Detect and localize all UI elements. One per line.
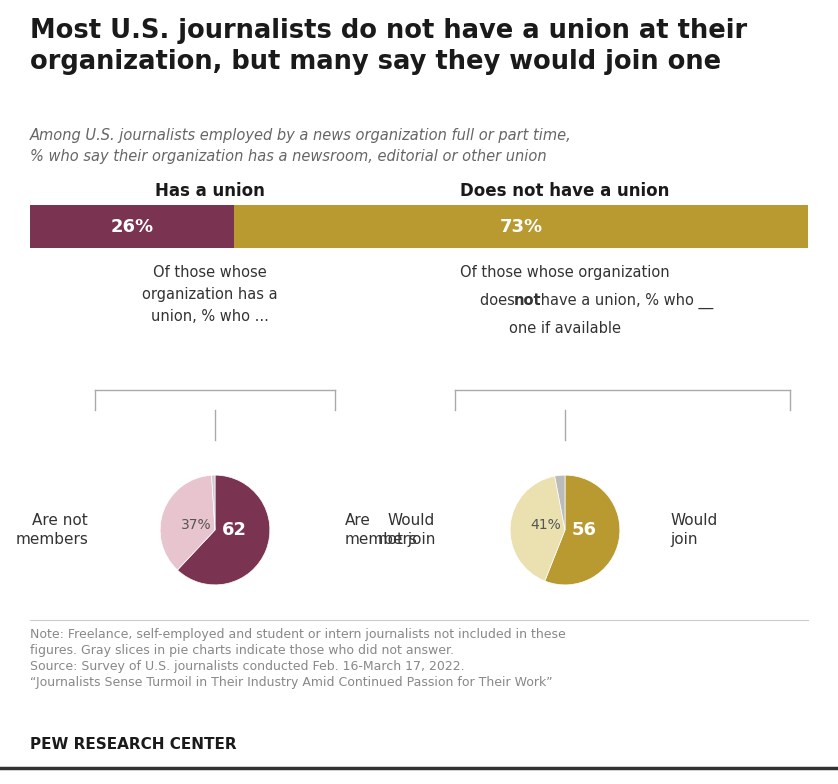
Text: figures. Gray slices in pie charts indicate those who did not answer.: figures. Gray slices in pie charts indic… [30,644,454,657]
Text: 26%: 26% [111,217,153,235]
Text: not: not [514,293,541,308]
Text: 62: 62 [222,521,246,539]
Text: Of those whose organization: Of those whose organization [460,265,670,280]
Text: Has a union: Has a union [155,182,265,200]
Bar [30,205,235,248]
Text: Would
join: Would join [670,513,717,547]
Text: one if available: one if available [509,321,621,336]
Text: Would
not join: Would not join [378,513,435,547]
Text: “Journalists Sense Turmoil in Their Industry Amid Continued Passion for Their Wo: “Journalists Sense Turmoil in Their Indu… [30,676,552,689]
Wedge shape [545,475,620,585]
Text: Are not
members: Are not members [15,513,88,547]
Wedge shape [555,475,565,530]
Wedge shape [178,475,270,585]
Bar [235,205,808,248]
Text: have a union, % who __: have a union, % who __ [536,293,713,309]
Text: does: does [480,293,520,308]
Text: Of those whose
organization has a
union, % who ...: Of those whose organization has a union,… [142,265,278,325]
Text: Among U.S. journalists employed by a news organization full or part time,
% who : Among U.S. journalists employed by a new… [30,128,572,164]
Text: 56: 56 [572,521,597,539]
Text: Does not have a union: Does not have a union [460,182,670,200]
Wedge shape [510,476,565,581]
Text: PEW RESEARCH CENTER: PEW RESEARCH CENTER [30,737,236,752]
Text: Are
members: Are members [345,513,418,547]
Wedge shape [211,475,215,530]
Text: 73%: 73% [499,217,543,235]
Text: 41%: 41% [530,517,561,532]
Text: Note: Freelance, self-employed and student or intern journalists not included in: Note: Freelance, self-employed and stude… [30,628,566,641]
Text: Source: Survey of U.S. journalists conducted Feb. 16-March 17, 2022.: Source: Survey of U.S. journalists condu… [30,660,464,673]
Wedge shape [160,475,215,570]
Text: Most U.S. journalists do not have a union at their
organization, but many say th: Most U.S. journalists do not have a unio… [30,18,747,75]
Text: 37%: 37% [180,517,211,532]
